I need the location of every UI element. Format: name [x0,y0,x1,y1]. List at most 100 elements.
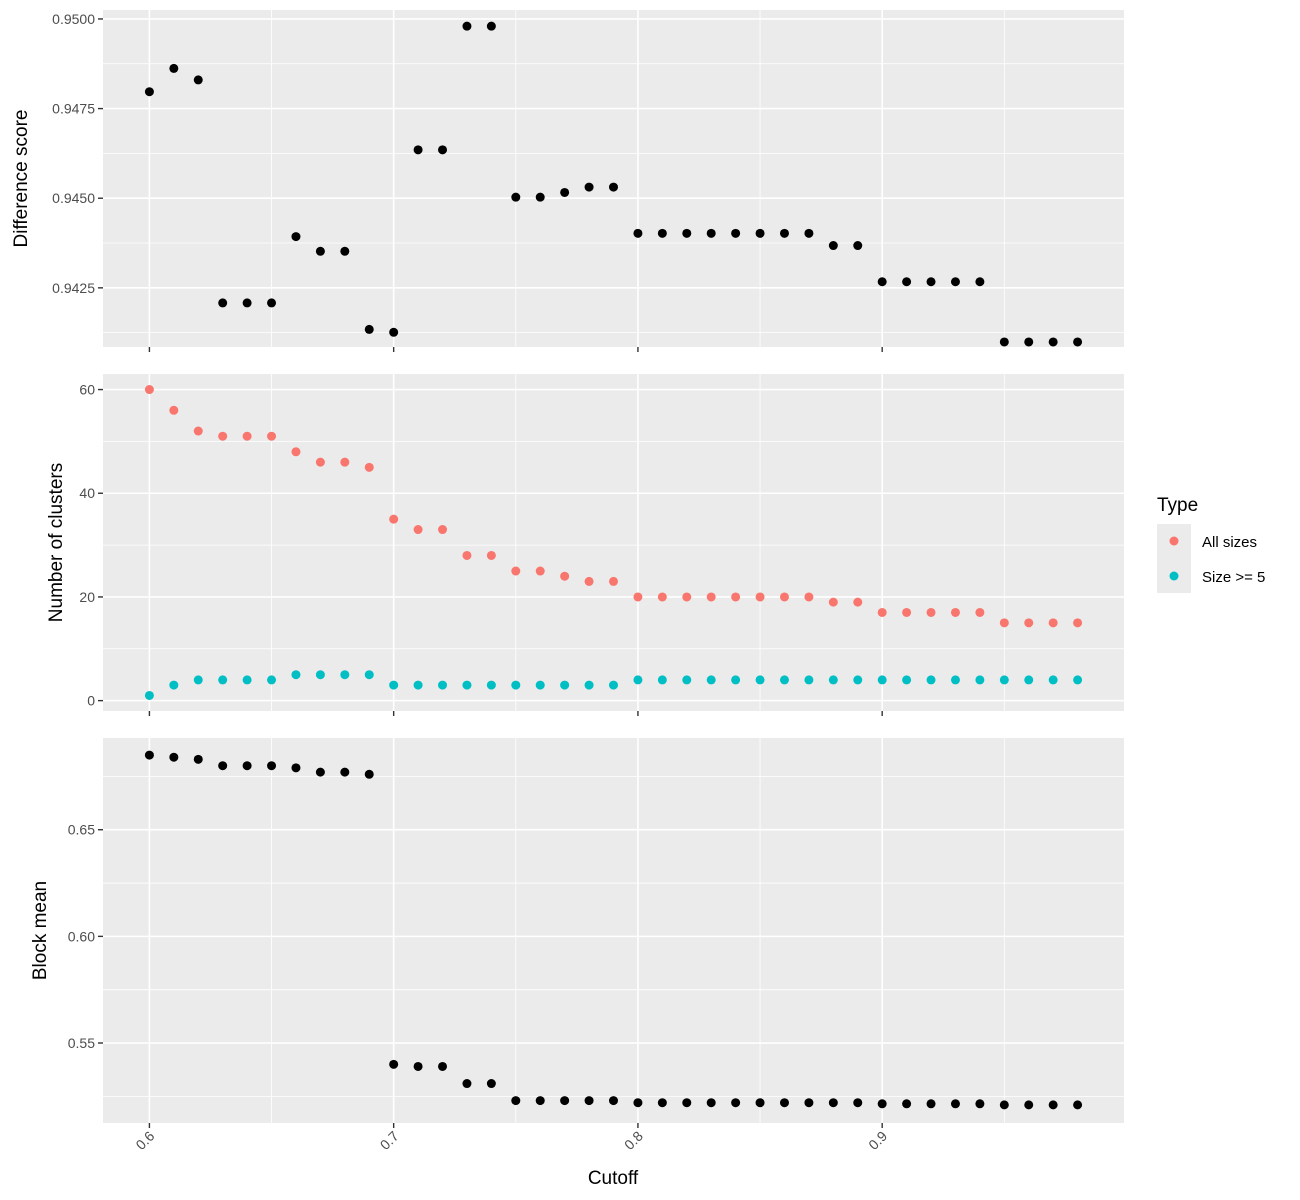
data-point [657,228,667,238]
data-point [462,21,472,31]
data-point [1048,1100,1058,1110]
data-point [657,675,667,685]
data-point [218,431,228,441]
series-2 [144,670,1083,700]
y-tick-label: 20 [79,589,95,605]
data-point [1048,618,1058,628]
data-point [291,447,301,457]
data-point [511,566,521,576]
data-point [706,1098,716,1108]
data-point [584,182,594,192]
data-point [828,1098,838,1108]
data-point [438,680,448,690]
data-point [315,246,325,256]
data-point [144,690,154,700]
data-point [535,1096,545,1106]
data-point [291,763,301,773]
data-point [169,405,179,415]
data-point [438,525,448,535]
data-point [755,592,765,602]
data-point [144,87,154,97]
data-point [1024,618,1034,628]
data-point [779,1098,789,1108]
data-point [975,277,985,287]
y-tick-label: 0.9500 [52,11,95,27]
chart-panels: 0.9425 0.9450 0.9475 0.9500 Difference score… [11,10,1124,1128]
legend: Type All sizes Size >= 5 [1157,495,1265,593]
data-point [779,592,789,602]
data-point [804,592,814,602]
data-point [364,462,374,472]
data-point [975,607,985,617]
data-point [999,675,1009,685]
data-point [828,241,838,251]
legend-key [1169,571,1179,581]
data-point [486,680,496,690]
data-point [242,431,252,441]
data-point [511,1096,521,1106]
y-axis-title: Block mean [30,881,51,980]
data-point [291,232,301,242]
x-axis-title: Cutoff [588,1168,639,1189]
data-point [267,675,277,685]
data-point [218,761,228,771]
data-point [242,298,252,308]
data-point [853,597,863,607]
data-point [389,1059,399,1069]
data-point [389,514,399,524]
y-tick-label: 0.60 [68,928,95,944]
data-point [828,597,838,607]
data-point [413,680,423,690]
data-point [438,145,448,155]
y-tick-label: 0.55 [68,1035,95,1051]
data-point [584,576,594,586]
data-point [560,680,570,690]
data-point [267,298,277,308]
data-point [584,1096,594,1106]
data-point [218,675,228,685]
data-point [633,592,643,602]
y-tick-label: 0.9475 [52,101,95,117]
data-point [340,457,350,467]
data-point [1024,337,1034,347]
data-point [804,675,814,685]
data-point [218,298,228,308]
y-tick-label: 0 [87,693,95,709]
data-point [169,680,179,690]
data-point [682,675,692,685]
data-point [731,592,741,602]
data-point [340,670,350,680]
data-point [706,592,716,602]
y-tick-label: 0.65 [68,822,95,838]
data-point [609,576,618,586]
data-point [609,1096,618,1106]
data-point [731,1098,741,1108]
panel-1: 0.9425 0.9450 0.9475 0.9500 Difference score [11,10,1124,352]
data-point [706,675,716,685]
data-point [902,1099,912,1109]
panel-background [103,374,1124,711]
y-tick-label: 40 [79,485,95,501]
x-tick-label: 0.9 [865,1128,890,1153]
panel-3: 0.55 0.60 0.65 Block mean [30,738,1124,1128]
data-point [828,675,838,685]
data-point [364,670,374,680]
data-point [877,277,887,287]
data-point [486,21,496,31]
x-tick-label: 0.8 [621,1128,646,1153]
legend-label: Size >= 5 [1202,569,1265,586]
data-point [462,680,472,690]
series-1 [144,750,1083,1110]
data-point [877,675,887,685]
data-point [169,752,179,762]
data-point [657,592,667,602]
data-point [804,1098,814,1108]
data-point [877,607,887,617]
data-point [1073,618,1083,628]
data-point [902,277,912,287]
data-point [364,769,374,779]
data-point [438,1061,448,1071]
data-point [1073,1100,1083,1110]
data-point [193,675,203,685]
